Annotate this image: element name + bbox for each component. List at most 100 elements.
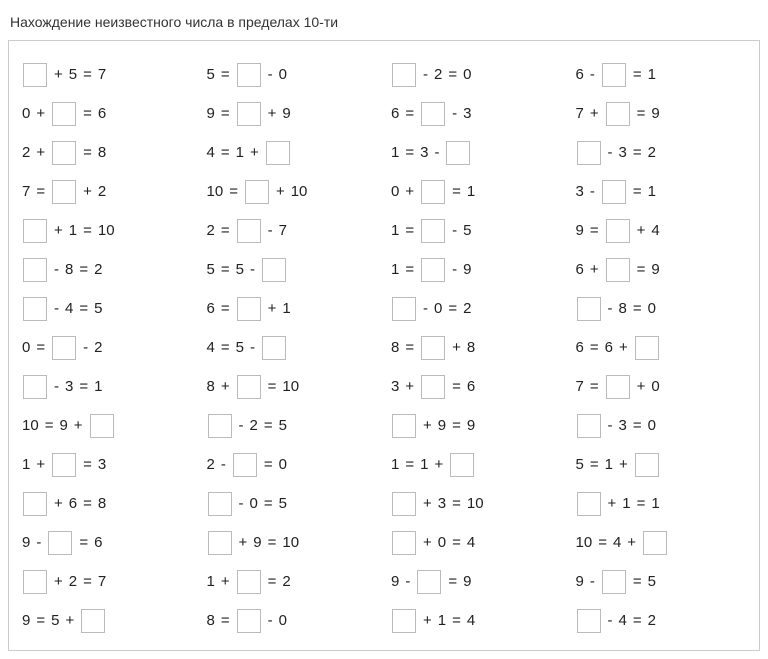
blank-box[interactable] [392,492,416,516]
blank-box[interactable] [237,102,261,126]
equation: +0=4 [388,523,565,562]
blank-box[interactable] [577,297,601,321]
blank-box[interactable] [237,219,261,243]
equation-token: - [452,261,457,278]
blank-box[interactable] [421,219,445,243]
equation-token: 8 [98,495,106,512]
equation-token: + [619,456,628,473]
equation-token: 10 [98,222,115,239]
blank-box[interactable] [208,414,232,438]
blank-box[interactable] [392,63,416,87]
blank-box[interactable] [23,297,47,321]
equation-token: 4 [467,612,475,629]
equation-token: + [221,573,230,590]
equation-token: 3 [98,456,106,473]
equation-token: 9 [651,261,659,278]
blank-box[interactable] [52,180,76,204]
blank-box[interactable] [52,453,76,477]
equation-token: 3 [619,144,627,161]
blank-box[interactable] [417,570,441,594]
equation-token: = [590,339,599,356]
equation-token: = [221,300,230,317]
equation-token: 3 [65,378,73,395]
equation: 4=1+ [204,133,381,172]
blank-box[interactable] [262,258,286,282]
blank-box[interactable] [392,414,416,438]
blank-box[interactable] [52,102,76,126]
equation-token: - [54,300,59,317]
blank-box[interactable] [52,336,76,360]
equation-token: 2 [98,183,106,200]
blank-box[interactable] [208,492,232,516]
blank-box[interactable] [421,180,445,204]
equation-token: 5 [279,495,287,512]
blank-box[interactable] [392,531,416,555]
blank-box[interactable] [446,141,470,165]
blank-box[interactable] [606,258,630,282]
equation-token: = [221,339,230,356]
equation-token: = [83,573,92,590]
blank-box[interactable] [23,63,47,87]
blank-box[interactable] [643,531,667,555]
blank-box[interactable] [635,336,659,360]
blank-box[interactable] [450,453,474,477]
equation: 2-=0 [204,445,381,484]
blank-box[interactable] [237,375,261,399]
equation: 9=+4 [573,211,750,250]
equation-token: 5 [463,222,471,239]
blank-box[interactable] [602,63,626,87]
blank-box[interactable] [237,63,261,87]
blank-box[interactable] [245,180,269,204]
blank-box[interactable] [237,297,261,321]
equation-token: = [637,495,646,512]
equation-token: 2 [463,300,471,317]
blank-box[interactable] [421,375,445,399]
equation-token: - [608,612,613,629]
blank-box[interactable] [577,609,601,633]
blank-box[interactable] [52,141,76,165]
blank-box[interactable] [421,258,445,282]
blank-box[interactable] [606,102,630,126]
blank-box[interactable] [233,453,257,477]
equation-token: 1 [605,456,613,473]
blank-box[interactable] [23,375,47,399]
blank-box[interactable] [23,258,47,282]
equation-token: = [79,300,88,317]
blank-box[interactable] [262,336,286,360]
equation-token: 10 [22,417,39,434]
blank-box[interactable] [90,414,114,438]
equation-token: 1 [648,66,656,83]
blank-box[interactable] [237,609,261,633]
blank-box[interactable] [23,570,47,594]
blank-box[interactable] [602,570,626,594]
equation-token: - [608,300,613,317]
blank-box[interactable] [48,531,72,555]
blank-box[interactable] [577,492,601,516]
equation-token: 5 [207,261,215,278]
blank-box[interactable] [421,336,445,360]
blank-box[interactable] [392,297,416,321]
blank-box[interactable] [421,102,445,126]
blank-box[interactable] [81,609,105,633]
equation-token: = [264,417,273,434]
equation-token: = [405,105,414,122]
blank-box[interactable] [237,570,261,594]
equation-token: = [221,66,230,83]
blank-box[interactable] [392,609,416,633]
blank-box[interactable] [606,375,630,399]
equation: 5=-0 [204,55,381,94]
equation-token: 1 [282,300,290,317]
equation-token: 1 [651,495,659,512]
blank-box[interactable] [602,180,626,204]
blank-box[interactable] [208,531,232,555]
blank-box[interactable] [606,219,630,243]
equation-token: = [452,417,461,434]
blank-box[interactable] [266,141,290,165]
equation: 4=5- [204,328,381,367]
blank-box[interactable] [635,453,659,477]
blank-box[interactable] [23,219,47,243]
equation-token: 0 [648,300,656,317]
blank-box[interactable] [577,141,601,165]
blank-box[interactable] [577,414,601,438]
blank-box[interactable] [23,492,47,516]
